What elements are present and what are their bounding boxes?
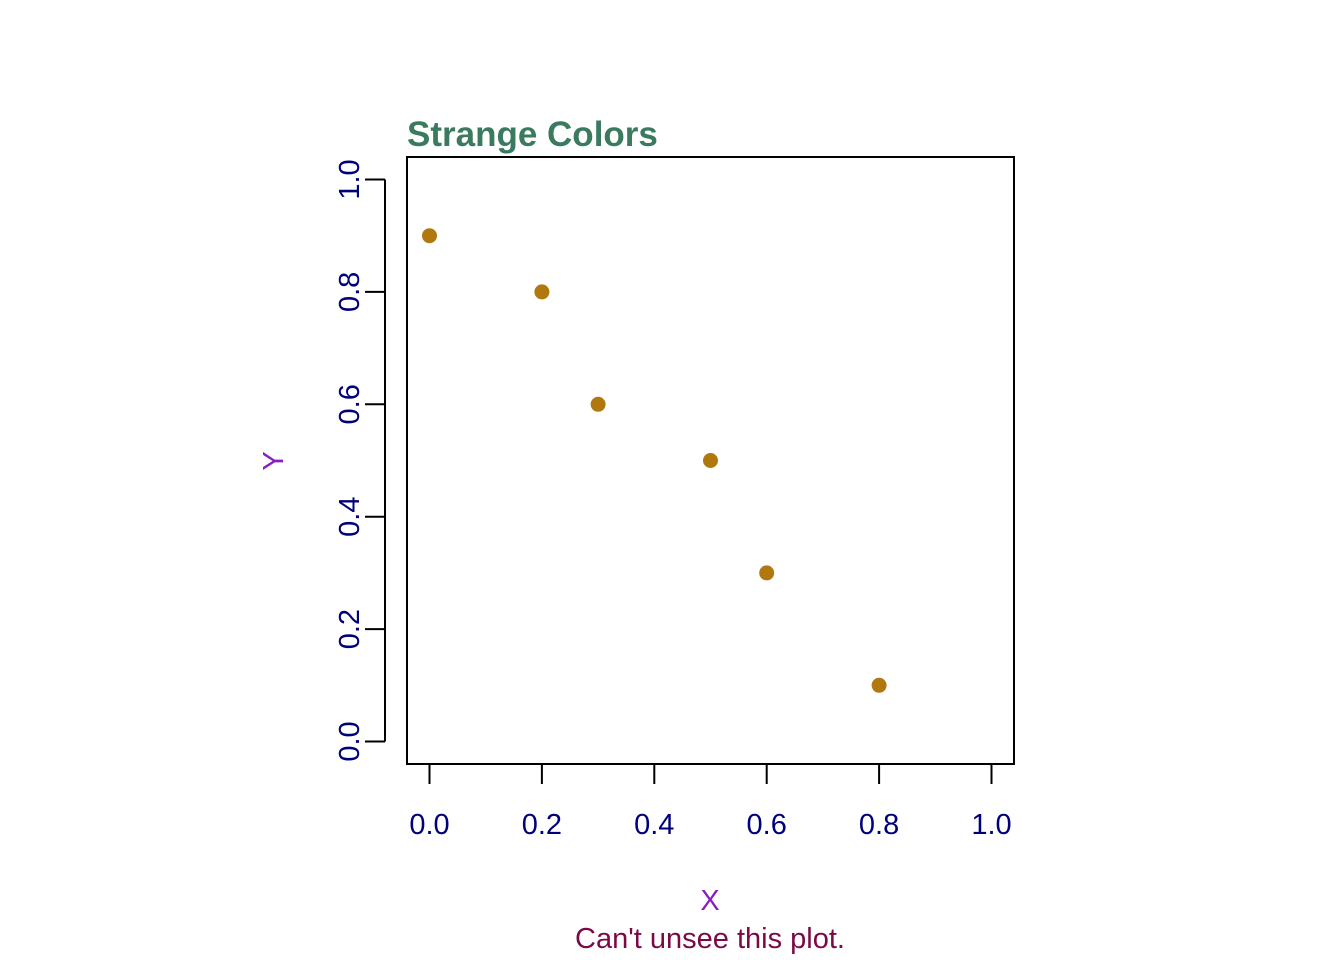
x-tick-label: 0.2: [522, 809, 562, 841]
y-axis: 0.0 0.2 0.4 0.6 0.8 1.0: [334, 159, 386, 762]
x-tick-label: 0.0: [409, 809, 449, 841]
y-tick-label: 0.4: [334, 497, 366, 537]
data-point: [534, 284, 550, 300]
x-axis-title: X: [700, 885, 719, 917]
chart-title: Strange Colors: [407, 115, 658, 154]
y-axis-title: Y: [258, 451, 290, 470]
x-axis: 0.0 0.2 0.4 0.6 0.8 1.0: [409, 763, 1012, 841]
y-tick-label: 0.6: [334, 384, 366, 424]
y-tick-label: 0.2: [334, 609, 366, 649]
y-tick-label: 0.8: [334, 272, 366, 312]
y-tick-label: 1.0: [334, 159, 366, 199]
x-tick-label: 0.8: [859, 809, 899, 841]
data-points: [422, 228, 887, 693]
x-tick-label: 0.6: [747, 809, 787, 841]
data-point: [422, 228, 437, 244]
x-tick-label: 1.0: [971, 809, 1011, 841]
data-point: [703, 453, 718, 468]
y-tick-label: 0.0: [334, 721, 366, 761]
data-point: [590, 396, 606, 412]
data-point: [759, 565, 775, 581]
chart-subtitle: Can't unsee this plot.: [575, 923, 845, 955]
data-point: [871, 677, 887, 693]
x-tick-label: 0.4: [634, 809, 674, 841]
